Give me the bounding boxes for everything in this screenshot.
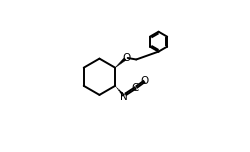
Text: C: C [131,83,139,93]
Text: O: O [122,52,130,62]
Text: O: O [141,76,149,86]
Polygon shape [115,58,126,68]
Text: N: N [120,92,127,102]
